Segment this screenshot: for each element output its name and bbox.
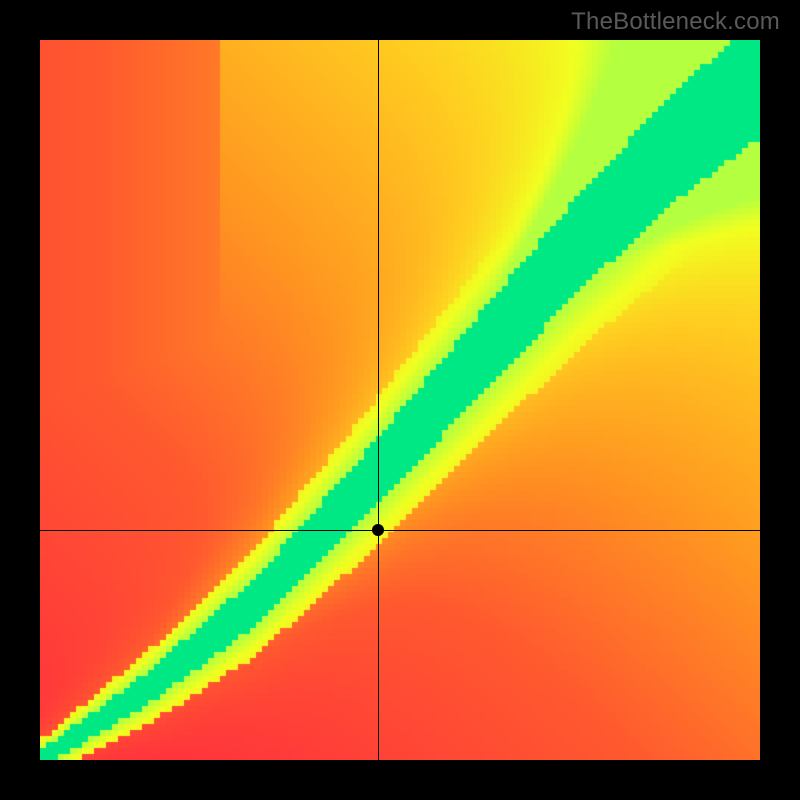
crosshair-horizontal: [40, 530, 760, 531]
heatmap-canvas: [40, 40, 760, 760]
crosshair-marker: [372, 524, 384, 536]
bottleneck-heatmap: [40, 40, 760, 760]
crosshair-vertical: [378, 40, 379, 760]
watermark: TheBottleneck.com: [571, 8, 780, 36]
